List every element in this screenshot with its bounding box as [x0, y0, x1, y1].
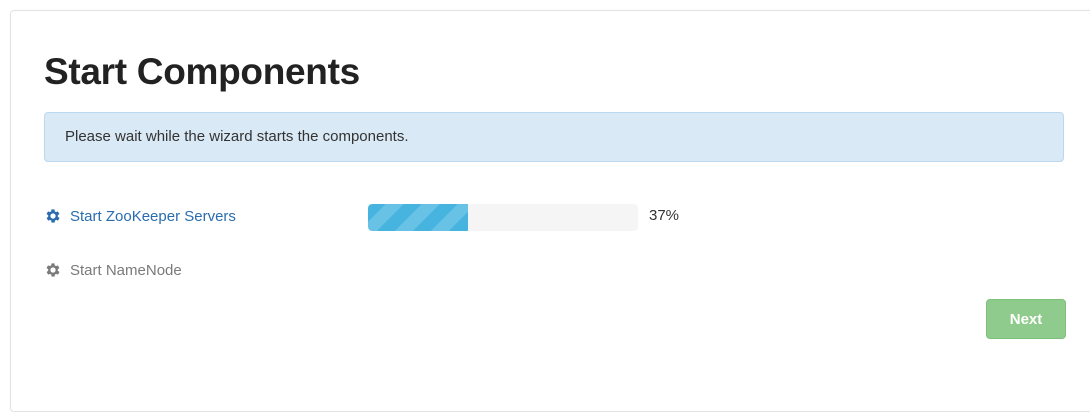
task-progress-percent: 37%	[649, 207, 680, 224]
task-start-namenode: Start NameNode	[44, 259, 182, 281]
page-title: Start Components	[44, 51, 360, 92]
task-start-zookeeper-servers[interactable]: Start ZooKeeper Servers	[44, 205, 236, 227]
task-label[interactable]: Start ZooKeeper Servers	[70, 207, 236, 225]
gear-icon	[46, 209, 60, 223]
task-progress-bar	[368, 204, 638, 231]
next-button[interactable]: Next	[986, 299, 1066, 339]
gear-icon	[46, 263, 60, 277]
info-alert: Please wait while the wizard starts the …	[44, 112, 1064, 162]
task-label: Start NameNode	[70, 261, 182, 279]
task-progress-fill	[368, 204, 468, 231]
